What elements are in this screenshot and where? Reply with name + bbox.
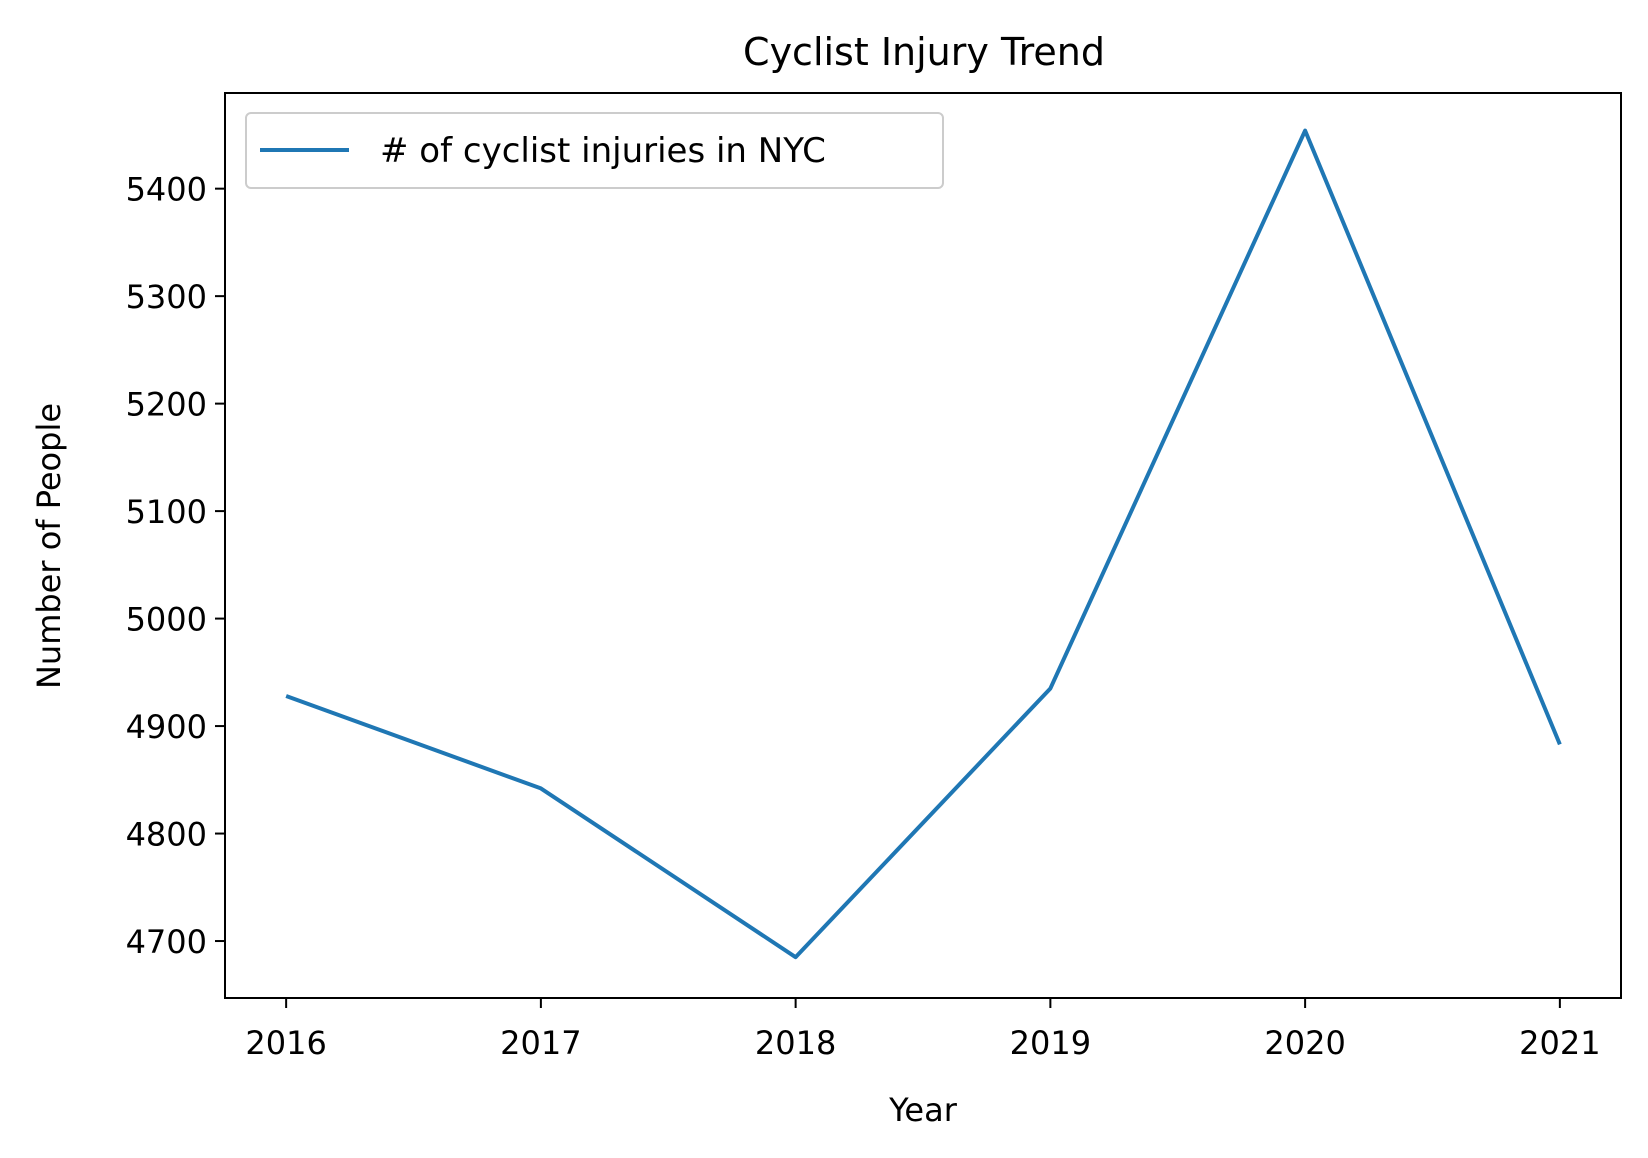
legend-box [245, 112, 944, 189]
y-tick-label: 4800 [126, 816, 207, 854]
series-line [285, 128, 1562, 960]
y-tick-label: 5200 [126, 386, 207, 424]
y-tick-label: 5100 [126, 493, 207, 531]
x-tick-label: 2020 [1264, 1024, 1345, 1062]
x-tick-label: 2017 [500, 1024, 581, 1062]
x-axis-label: Year [888, 1091, 958, 1129]
y-tick-label: 4700 [126, 923, 207, 961]
y-tick-label: 5000 [126, 601, 207, 639]
y-tick-label: 4900 [126, 708, 207, 746]
x-axis-ticks: 2016 2017 2018 2019 2020 2021 [245, 998, 1601, 1062]
legend: # of cyclist injuries in NYC [245, 112, 944, 189]
y-tick-label: 5400 [126, 171, 207, 209]
legend-label: # of cyclist injuries in NYC [380, 131, 826, 171]
plot-frame [224, 92, 1622, 999]
chart-title: Cyclist Injury Trend [743, 30, 1105, 74]
x-tick-label: 2018 [755, 1024, 836, 1062]
y-axis-ticks: 4700 4800 4900 5000 5100 5200 5300 5400 [126, 171, 225, 961]
y-tick-label: 5300 [126, 278, 207, 316]
series-layer [285, 128, 1562, 960]
y-axis-label: Number of People [30, 403, 68, 689]
x-tick-label: 2021 [1519, 1024, 1600, 1062]
x-tick-label: 2016 [245, 1024, 326, 1062]
x-tick-label: 2019 [1010, 1024, 1091, 1062]
